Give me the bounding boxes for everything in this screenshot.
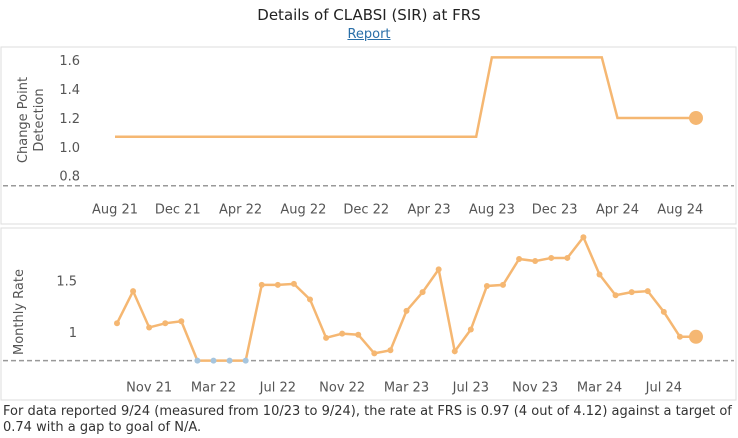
data-line — [115, 234, 696, 362]
x-tick-label: Nov 22 — [319, 381, 365, 396]
y-tick-label: 1.4 — [59, 83, 80, 98]
x-tick-label: Aug 24 — [657, 203, 703, 218]
data-point — [628, 289, 635, 296]
data-point — [435, 266, 442, 273]
data-point — [451, 348, 458, 355]
data-line — [115, 56, 696, 138]
data-point — [355, 331, 362, 338]
data-point — [194, 357, 201, 364]
y-tick-label: 1.2 — [59, 112, 80, 127]
data-point — [274, 281, 281, 288]
data-point — [114, 320, 120, 327]
x-tick-label: Apr 23 — [407, 203, 450, 218]
data-point — [564, 254, 571, 261]
data-point — [323, 334, 330, 341]
y-axis-label: Monthly Rate — [12, 269, 27, 355]
y-axis-label: Change Point Detection — [16, 76, 47, 164]
data-point — [178, 318, 185, 325]
data-point — [467, 326, 474, 333]
y-tick-label: 0.8 — [59, 170, 80, 185]
data-point — [580, 234, 587, 241]
data-point — [483, 282, 490, 289]
data-point — [146, 324, 153, 331]
x-tick-label: Mar 23 — [384, 381, 429, 396]
x-tick-label: Apr 24 — [596, 203, 639, 218]
data-point — [419, 289, 426, 296]
data-point — [339, 330, 346, 337]
data-point — [290, 280, 297, 287]
x-tick-label: Jul 24 — [645, 381, 682, 396]
data-point — [548, 254, 555, 261]
data-point — [226, 357, 233, 364]
data-point — [242, 357, 249, 364]
y-tick-label: 1.5 — [56, 274, 77, 289]
x-tick-label: Aug 23 — [469, 203, 515, 218]
x-tick-label: Nov 23 — [512, 381, 558, 396]
data-point — [596, 271, 603, 278]
title: Details of CLABSI (SIR) at FRS — [257, 6, 481, 24]
x-tick-label: Jul 22 — [259, 381, 296, 396]
data-point — [612, 292, 619, 299]
x-tick-label: Jul 23 — [452, 381, 489, 396]
data-point — [660, 308, 667, 315]
data-point — [403, 307, 410, 314]
x-tick-label: Aug 21 — [92, 203, 138, 218]
x-tick-label: Nov 21 — [126, 381, 172, 396]
footer-note: For data reported 9/24 (measured from 10… — [3, 404, 732, 435]
y-tick-label: 1 — [69, 326, 77, 341]
data-point — [307, 296, 313, 303]
data-point — [258, 281, 265, 288]
data-point — [371, 350, 378, 357]
x-tick-label: Aug 22 — [280, 203, 326, 218]
data-point — [516, 255, 523, 262]
data-point — [500, 281, 506, 288]
y-tick-label: 1.0 — [59, 141, 80, 156]
x-tick-label: Dec 21 — [155, 203, 201, 218]
panel — [0, 46, 737, 225]
data-point — [532, 258, 539, 265]
x-tick-label: Dec 23 — [532, 203, 578, 218]
data-point — [644, 288, 651, 295]
x-tick-label: Dec 22 — [343, 203, 389, 218]
data-point — [676, 333, 683, 340]
data-point — [387, 347, 394, 354]
data-point — [162, 320, 169, 327]
data-point — [210, 357, 217, 364]
report-link[interactable]: Report — [347, 27, 391, 42]
data-point — [689, 110, 703, 125]
x-tick-label: Mar 24 — [577, 381, 622, 396]
panel — [0, 227, 737, 401]
y-tick-label: 1.6 — [59, 54, 80, 69]
data-point — [689, 329, 703, 344]
x-tick-label: Apr 22 — [219, 203, 262, 218]
x-tick-label: Mar 22 — [191, 381, 236, 396]
data-point — [130, 288, 137, 295]
